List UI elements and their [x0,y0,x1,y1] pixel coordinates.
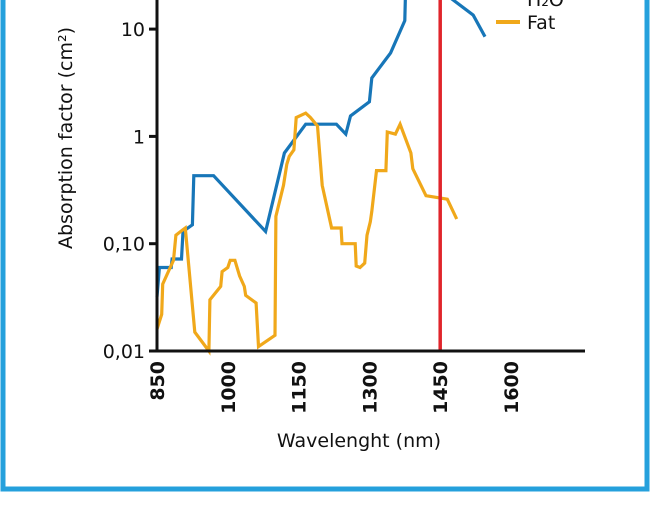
y-tick-label: 1 [133,126,145,148]
x-tick-label: 850 [147,361,169,401]
y-tick-label: 0,01 [103,341,145,363]
series-line-water [155,0,487,297]
x-tick-label: 1600 [501,361,523,414]
series-line-fat [155,111,459,356]
frame-border [0,0,650,492]
plot-area: 0,01 0,10 1 10 850 1000 1150 1300 1450 1600 [103,0,585,414]
legend-label-water: H₂O [527,0,564,11]
legend: H₂O Fat [496,0,564,34]
y-tick-label: 0,10 [103,234,145,256]
x-tick-label: 1000 [218,361,240,414]
x-tick-label: 1300 [359,361,381,414]
y-axis-label: Absorption factor (cm²) [55,27,77,249]
x-axis-label: Wavelenght (nm) [277,430,441,452]
y-tick-label: 10 [121,19,145,41]
x-tick-label: 1150 [289,361,311,414]
x-tick-label: 1450 [430,361,452,414]
legend-label-fat: Fat [527,12,555,34]
